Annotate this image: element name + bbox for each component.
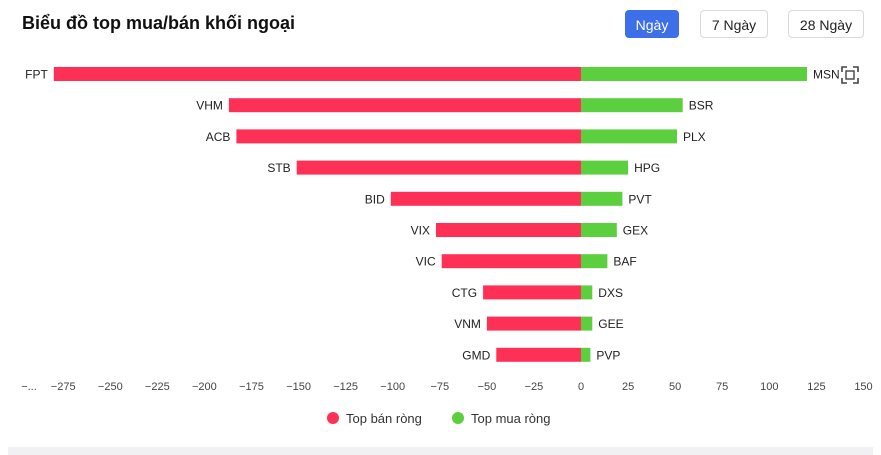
period-button-28-days[interactable]: 28 Ngày: [788, 10, 864, 38]
buy-bar-pvt[interactable]: [581, 191, 623, 206]
category-label-bid: BID: [365, 192, 385, 206]
buy-bar-dxs[interactable]: [581, 285, 593, 300]
x-tick-label: −250: [98, 381, 123, 393]
category-label-acb: ACB: [206, 130, 231, 144]
legend: Top bán ròng Top mua ròng: [327, 411, 551, 426]
sell-bar-fpt[interactable]: [53, 67, 582, 81]
period-button-7-days[interactable]: 7 Ngày: [700, 10, 768, 38]
x-tick-label: −175: [239, 381, 264, 393]
legend-label-buy[interactable]: Top mua ròng: [471, 411, 551, 426]
x-tick-label: 75: [716, 381, 728, 393]
x-tick-label: 50: [669, 381, 681, 393]
category-label-gmd: GMD: [462, 348, 490, 362]
sell-bar-vnm[interactable]: [486, 316, 581, 331]
category-label-dxs: DXS: [598, 286, 623, 300]
sell-bar-bid[interactable]: [390, 191, 581, 206]
buy-bar-gee[interactable]: [581, 316, 593, 331]
category-label-pvp: PVP: [596, 348, 620, 362]
category-label-gee: GEE: [598, 317, 623, 331]
period-button-day[interactable]: Ngày: [625, 10, 679, 38]
x-tick-label: −25: [525, 381, 544, 393]
x-tick-label: −75: [430, 381, 449, 393]
legend-marker-buy[interactable]: [452, 412, 464, 424]
category-label-plx: PLX: [683, 130, 706, 144]
category-label-fpt: FPT: [25, 68, 48, 82]
x-tick-label: 0: [578, 381, 584, 393]
x-tick-label: −100: [380, 381, 405, 393]
buy-bar-baf[interactable]: [581, 254, 608, 269]
expand-icon[interactable]: [841, 66, 859, 84]
sell-bar-vhm[interactable]: [228, 98, 581, 113]
x-tick-label: 125: [807, 381, 825, 393]
sell-bar-ctg[interactable]: [483, 285, 581, 300]
category-labels-layer: FPT VHM ACB STB BID VIX VIC CTG VNM GMD MSN BSR PLX H…: [25, 68, 840, 363]
sell-bar-stb[interactable]: [296, 160, 581, 175]
footer-bar: [8, 447, 873, 455]
category-label-vhm: VHM: [196, 99, 223, 113]
buy-bar-gex[interactable]: [581, 223, 617, 237]
buy-bar-msn[interactable]: [581, 67, 807, 81]
category-label-bsr: BSR: [689, 99, 714, 113]
category-label-msn: MSN: [813, 68, 840, 82]
category-label-vnm: VNM: [454, 317, 481, 331]
x-tick-label: −...: [21, 381, 37, 393]
sell-bar-vic[interactable]: [441, 254, 581, 269]
category-label-baf: BAF: [613, 255, 636, 269]
buy-bar-bsr[interactable]: [581, 98, 683, 113]
legend-marker-sell[interactable]: [327, 412, 339, 424]
x-tick-label: 25: [622, 381, 634, 393]
category-label-ctg: CTG: [452, 286, 477, 300]
x-tick-label: −200: [192, 381, 217, 393]
x-tick-label: −50: [478, 381, 497, 393]
page-title: Biểu đồ top mua/bán khối ngoại: [22, 13, 295, 33]
x-tick-label: 150: [854, 381, 872, 393]
buy-bar-hpg[interactable]: [581, 160, 629, 175]
x-tick-label: −225: [145, 381, 170, 393]
category-label-stb: STB: [267, 161, 290, 175]
sell-bar-gmd[interactable]: [496, 347, 581, 362]
x-tick-label: −150: [286, 381, 311, 393]
sell-bar-vix[interactable]: [436, 223, 581, 237]
x-tick-label: −275: [51, 381, 76, 393]
category-label-vix: VIX: [411, 224, 430, 238]
category-label-gex: GEX: [623, 224, 648, 238]
x-tick-label: 100: [760, 381, 778, 393]
bars-layer: [53, 67, 807, 362]
buy-bar-plx[interactable]: [581, 129, 677, 144]
category-label-hpg: HPG: [634, 161, 660, 175]
category-label-pvt: PVT: [628, 192, 652, 206]
sell-bar-acb[interactable]: [236, 129, 581, 144]
x-axis-ticks-layer: −... −275 −250 −225 −200 −175 −150 −125 −100 −75−…: [21, 381, 872, 393]
buy-bar-pvp[interactable]: [581, 347, 591, 362]
legend-label-sell[interactable]: Top bán ròng: [346, 411, 422, 426]
x-tick-label: −125: [333, 381, 358, 393]
category-label-vic: VIC: [416, 255, 436, 269]
